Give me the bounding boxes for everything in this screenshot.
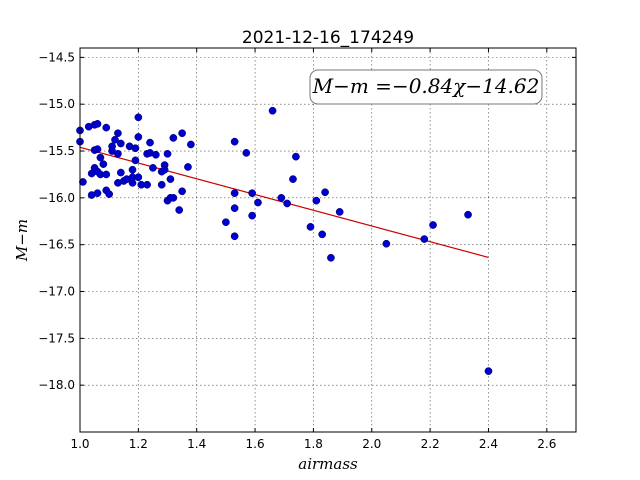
data-point [134, 133, 143, 141]
data-point [116, 139, 125, 148]
data-point [114, 149, 122, 158]
data-point [134, 113, 143, 122]
data-point [382, 239, 391, 248]
data-point [163, 149, 172, 158]
data-point [242, 149, 251, 157]
data-point [134, 173, 143, 182]
data-point [268, 106, 277, 115]
x-tick-label: 2.6 [537, 437, 556, 451]
data-points [76, 106, 493, 375]
data-point [157, 180, 166, 189]
data-point [175, 206, 184, 214]
data-point [289, 175, 297, 183]
x-tick-label: 1.8 [304, 437, 323, 451]
y-tick-label: −16.5 [38, 238, 75, 252]
data-point [93, 145, 102, 154]
grid [79, 48, 576, 432]
data-point [429, 221, 437, 229]
data-point [93, 120, 102, 128]
plot-frame [79, 47, 577, 433]
data-point [222, 218, 230, 227]
data-point [102, 170, 111, 179]
data-point [248, 211, 256, 220]
data-point [292, 152, 300, 161]
y-tick-label: −15.0 [38, 97, 75, 111]
data-point [277, 194, 286, 202]
y-tick-label: −16.0 [38, 191, 75, 205]
x-tick-label: 2.0 [362, 437, 381, 451]
y-tick-label: −14.5 [38, 50, 75, 64]
data-point [114, 129, 122, 138]
data-point [321, 188, 329, 197]
data-point [149, 164, 157, 172]
x-tick-label: 2.2 [421, 437, 440, 451]
y-tick-label: −15.5 [38, 144, 75, 158]
data-point [283, 199, 292, 208]
data-point [105, 190, 114, 198]
y-axis-label: M−m [13, 219, 31, 262]
y-tick-label: −18.0 [38, 378, 75, 392]
data-point [116, 168, 125, 177]
data-point [102, 123, 111, 132]
data-point [327, 253, 335, 262]
x-tick-label: 1.0 [70, 437, 89, 451]
data-point [160, 165, 169, 174]
data-point [230, 189, 239, 198]
data-point [230, 137, 239, 146]
fit-equation: M−m =−0.84χ−14.62 [312, 74, 540, 98]
x-tick-label: 1.4 [187, 437, 206, 451]
data-point [187, 140, 195, 149]
data-point [312, 196, 321, 205]
data-point [143, 180, 151, 189]
data-point [178, 129, 186, 138]
data-point [184, 163, 192, 171]
data-point [230, 232, 239, 241]
x-tick-label: 2.4 [479, 437, 498, 451]
data-point [93, 189, 102, 198]
data-point [318, 230, 327, 239]
y-tick-label: −17.0 [38, 285, 75, 299]
data-point [306, 223, 315, 231]
data-point [79, 178, 87, 186]
x-tick-label: 1.2 [129, 437, 148, 451]
data-point [131, 144, 140, 153]
data-point [169, 134, 178, 142]
data-point [178, 187, 186, 196]
x-tick-label: 1.6 [246, 437, 265, 451]
data-point [169, 194, 178, 202]
data-point [464, 210, 472, 219]
y-tick-label: −17.5 [38, 331, 75, 345]
data-point [484, 367, 493, 375]
data-point [128, 165, 137, 174]
data-point [254, 198, 262, 207]
fit-equation-box: M−m =−0.84χ−14.62 [309, 69, 543, 105]
data-point [152, 150, 160, 159]
data-point [248, 189, 256, 198]
data-point [99, 160, 108, 168]
axis-ticks: 1.0 1.2 1.4 1.6 1.8 2.0 2.2 2.4 2.6 −14.5 −15.0 −15… [38, 48, 576, 451]
data-point [96, 153, 105, 162]
data-point [146, 138, 154, 147]
data-point [131, 156, 140, 165]
data-point [420, 235, 429, 243]
data-point [111, 135, 119, 144]
data-point [166, 175, 175, 183]
x-axis-label: airmass [298, 455, 358, 473]
data-point [230, 204, 239, 213]
chart-title: 2021-12-16_174249 [242, 28, 414, 48]
data-point [335, 208, 344, 216]
